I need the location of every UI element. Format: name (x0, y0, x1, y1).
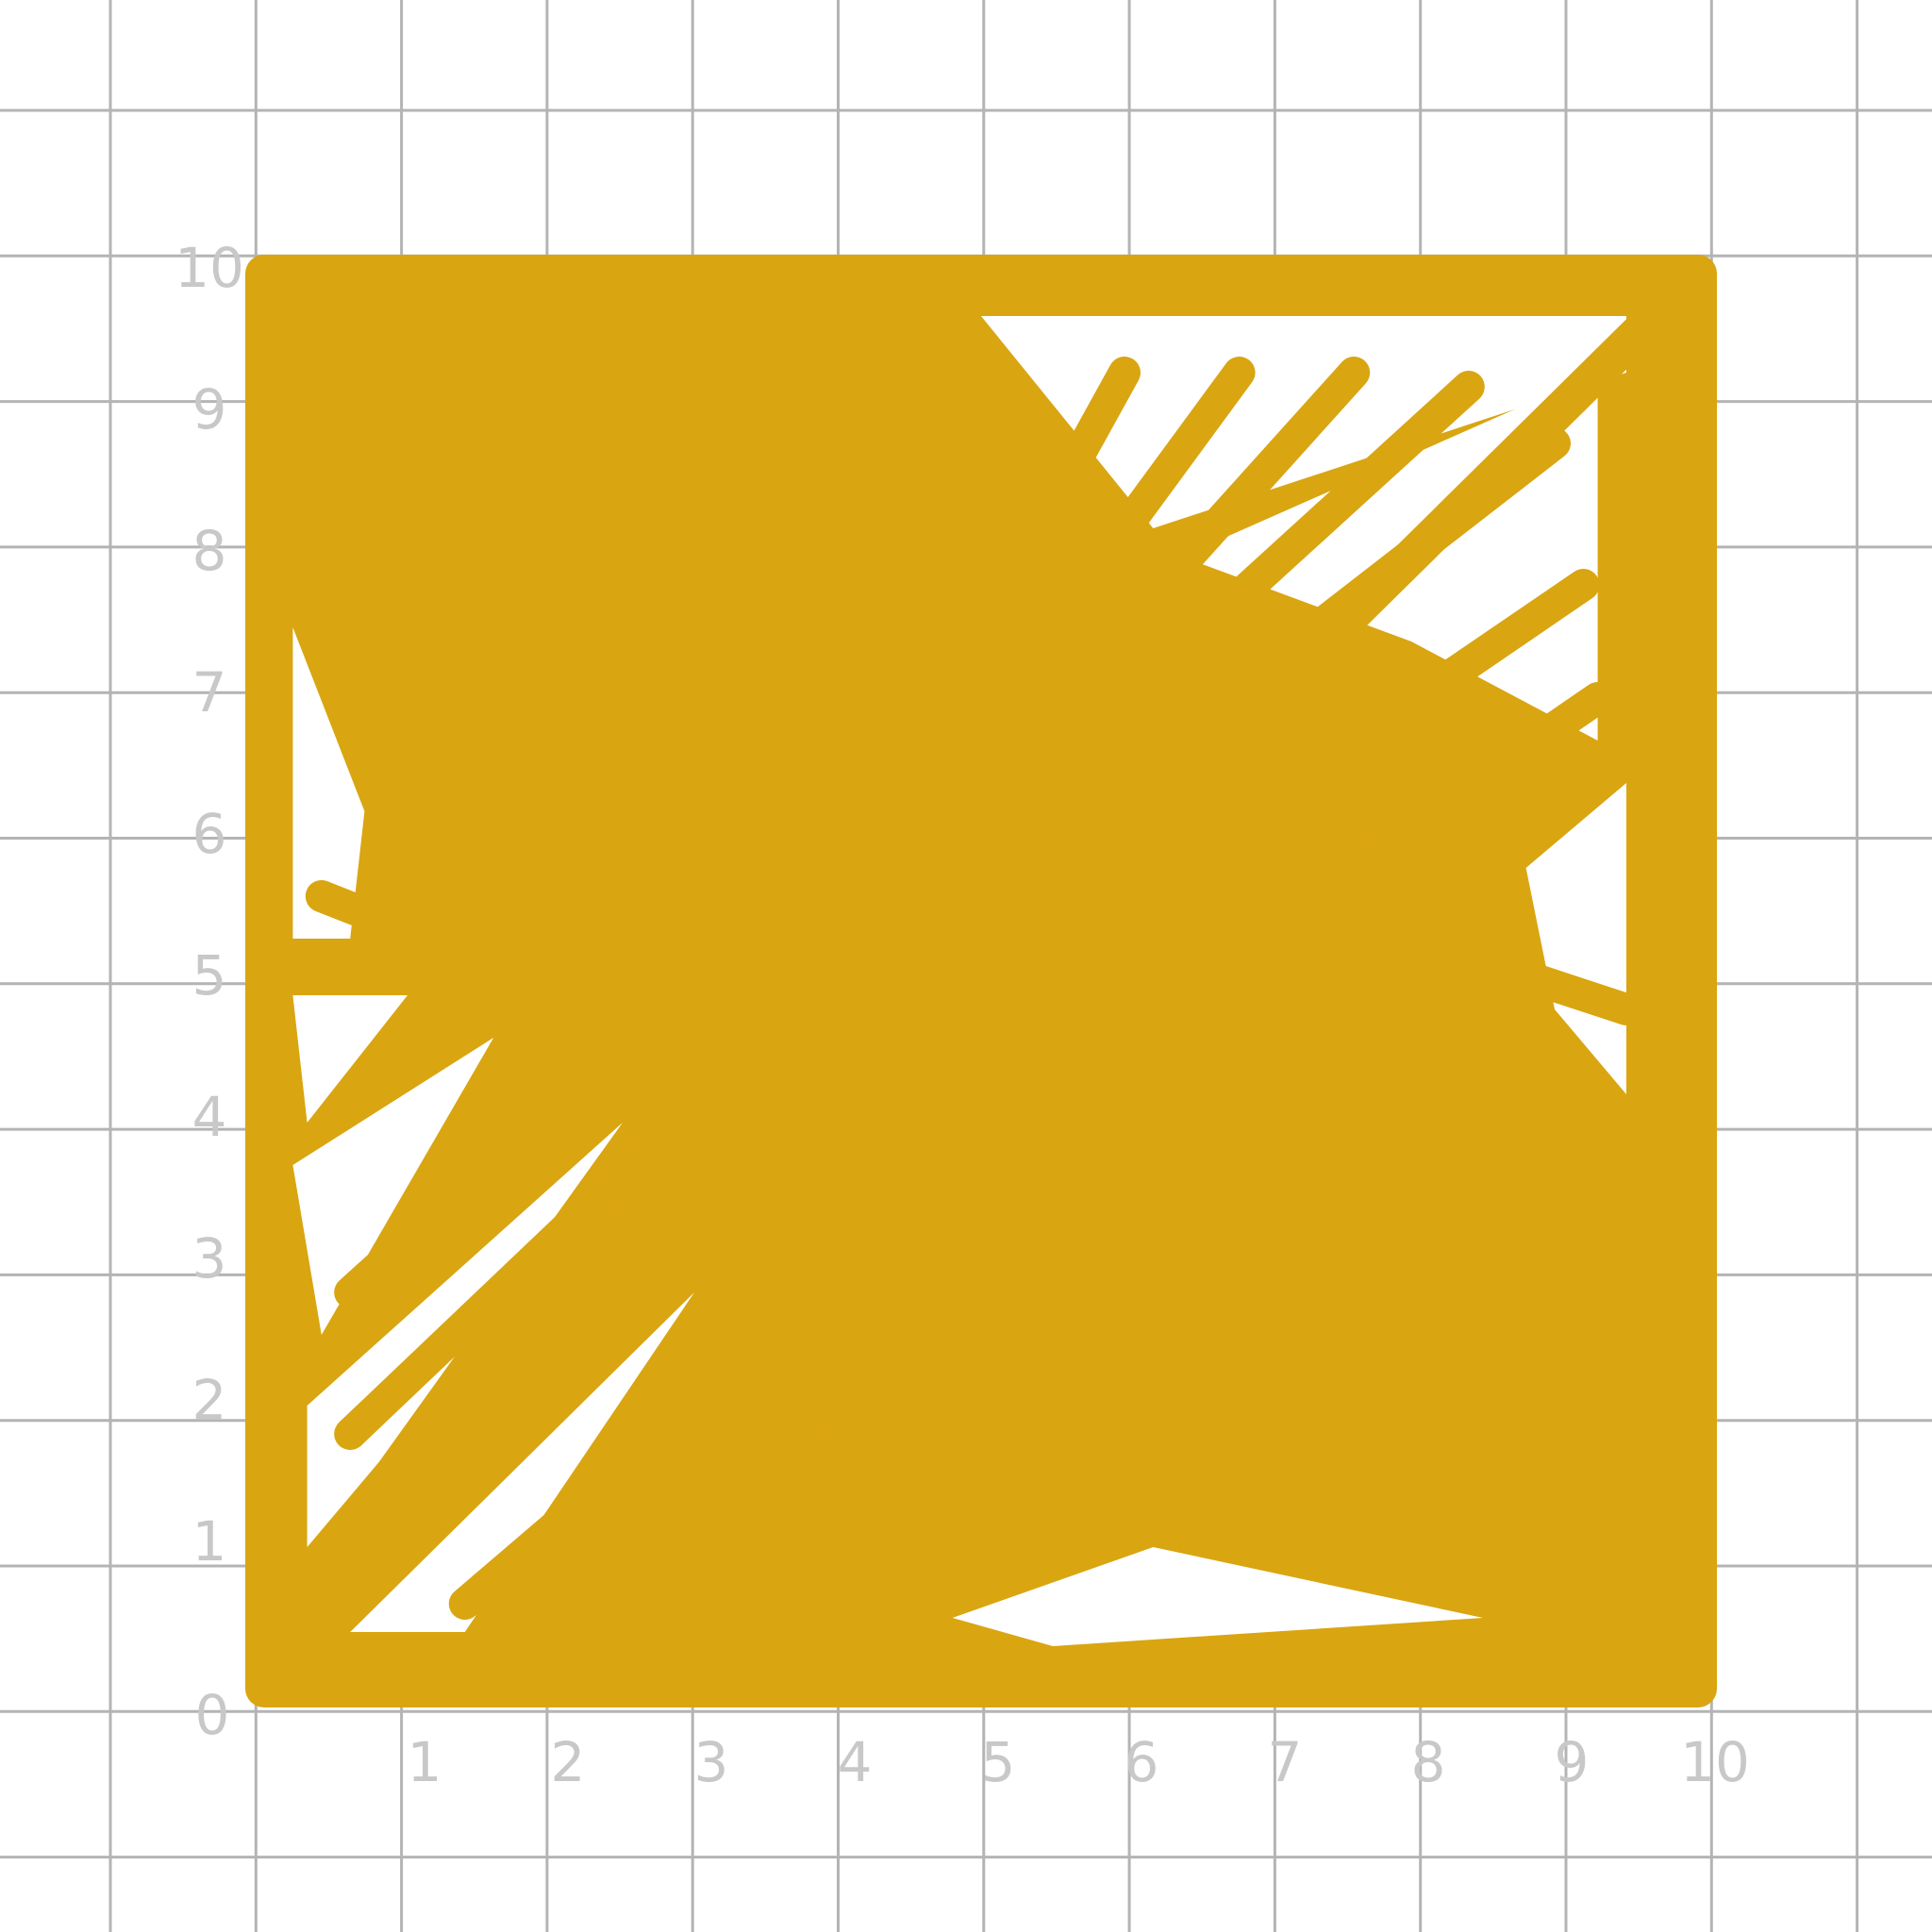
x-tick-label: 2 (551, 1730, 586, 1794)
scribble-stroke (1395, 923, 1642, 1025)
x-tick-label: 3 (694, 1730, 729, 1794)
x-tick-label: 10 (1680, 1730, 1750, 1794)
scribble-stroke (334, 1036, 768, 1450)
x-tick-label: 9 (1555, 1730, 1590, 1794)
scribbled-square (245, 255, 1717, 1707)
y-tick-label: 8 (192, 519, 227, 583)
y-tick-label: 4 (192, 1085, 227, 1149)
scribble-stroke (922, 357, 1256, 799)
x-tick-label: 5 (981, 1730, 1016, 1794)
y-tick-label: 6 (192, 802, 227, 866)
x-tick-label: 8 (1411, 1730, 1446, 1794)
diagonal-stroke (246, 256, 1716, 1707)
scribble-stroke (1280, 824, 1514, 997)
scribble-stroke (563, 1276, 969, 1648)
gap-region (952, 1547, 1483, 1646)
scribble-stroke (850, 357, 1141, 856)
scribble-stroke (334, 965, 710, 1308)
scribble-stroke (993, 357, 1371, 771)
scribble-stroke (1194, 569, 1600, 856)
scribble-stroke (448, 1220, 911, 1620)
x-tick-label: 4 (838, 1730, 873, 1794)
y-tick-label: 2 (192, 1368, 227, 1432)
y-tick-label: 5 (192, 943, 227, 1008)
scribble-stroke (305, 880, 481, 969)
y-tick-label: 10 (175, 236, 244, 300)
y-tick-label: 3 (192, 1226, 227, 1291)
scribble-strokes (305, 357, 1642, 1648)
y-tick-label: 7 (192, 660, 227, 724)
x-tick-label: 7 (1268, 1730, 1303, 1794)
x-tick-label: 6 (1124, 1730, 1159, 1794)
origin-label: 0 (195, 1683, 230, 1747)
gap-region (292, 1038, 494, 1335)
scribble-stroke (1079, 371, 1485, 742)
scribble-stroke (678, 1361, 1026, 1648)
y-tick-label: 9 (192, 377, 227, 441)
x-tick-label: 1 (408, 1730, 442, 1794)
y-tick-label: 1 (192, 1509, 227, 1574)
axis-labels: 0 1 2 3 4 5 6 7 8 9 10 1 2 3 4 5 6 7 8 9 10 (175, 236, 1750, 1794)
scribble-stroke (1252, 682, 1614, 941)
gap-region (350, 1292, 694, 1632)
gap-region (292, 627, 365, 939)
gap-region (292, 995, 408, 1123)
